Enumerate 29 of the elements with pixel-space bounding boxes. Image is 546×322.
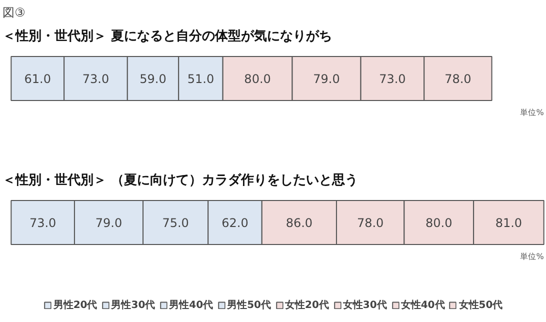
data-label: 78.0 bbox=[356, 216, 384, 230]
data-label: 59.0 bbox=[140, 72, 166, 86]
data-label: 73.0 bbox=[379, 72, 406, 86]
legend-label: 男性40代 bbox=[169, 298, 214, 312]
data-label: 81.0 bbox=[495, 216, 522, 230]
y-tick-label: ＜性別・世代別＞ （夏に向けて）カラダ作りをしたいと思う bbox=[2, 173, 358, 188]
y-tick-label: ＜性別・世代別＞ 夏になると自分の体型が気になりがち bbox=[2, 29, 332, 44]
annotation: 単位% bbox=[520, 252, 544, 261]
data-label: 80.0 bbox=[426, 216, 452, 230]
legend-label: 男性30代 bbox=[111, 298, 156, 312]
data-label: 79.0 bbox=[95, 216, 122, 230]
data-label: 79.0 bbox=[313, 72, 340, 86]
data-label: 80.0 bbox=[244, 72, 271, 86]
data-label: 51.0 bbox=[187, 72, 214, 86]
annotation: 単位% bbox=[520, 108, 544, 117]
legend-label: 女性50代 bbox=[458, 298, 503, 312]
legend-label: 男性50代 bbox=[227, 298, 271, 312]
data-label: 73.0 bbox=[82, 72, 110, 86]
data-label: 78.0 bbox=[444, 72, 472, 86]
legend-label: 男性20代 bbox=[53, 298, 98, 312]
legend-label: 女性40代 bbox=[400, 298, 445, 312]
data-label: 86.0 bbox=[286, 216, 313, 230]
data-label: 62.0 bbox=[222, 216, 248, 230]
chart-title: 図③ bbox=[2, 6, 26, 20]
data-label: 75.0 bbox=[162, 216, 189, 230]
data-label: 73.0 bbox=[29, 216, 56, 230]
legend-label: 女性20代 bbox=[285, 298, 329, 312]
data-label: 61.0 bbox=[24, 72, 51, 86]
legend-label: 女性30代 bbox=[342, 298, 387, 312]
